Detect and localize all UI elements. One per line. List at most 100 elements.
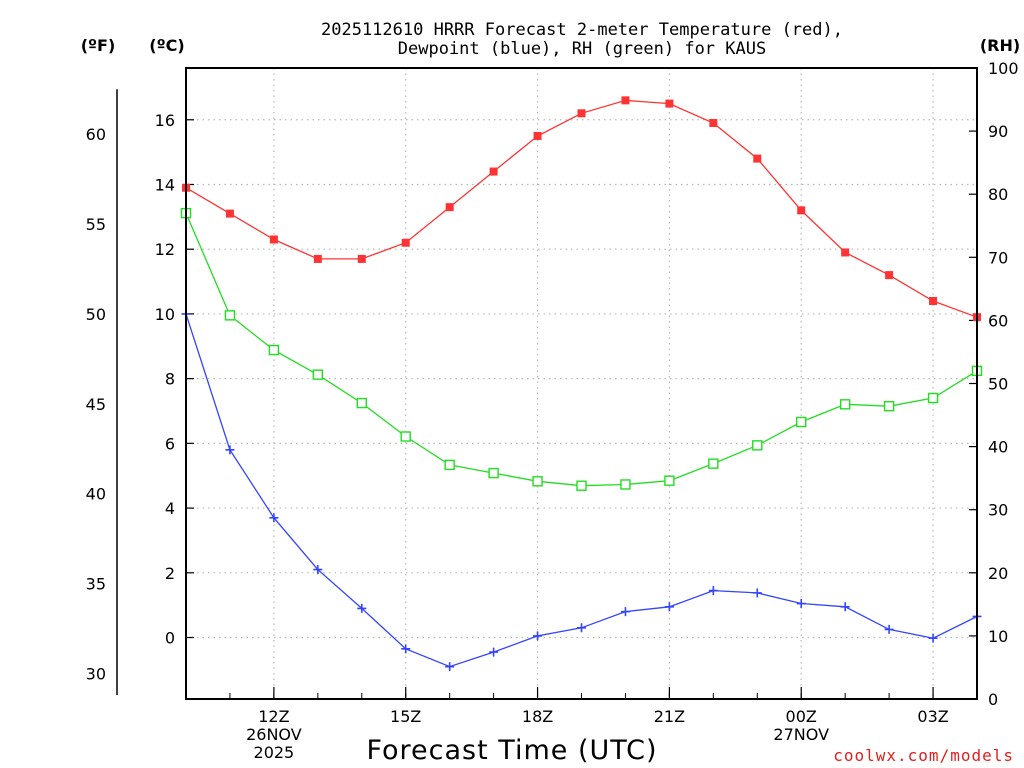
- data-point: [885, 271, 894, 280]
- rh-unit-label: (RH): [980, 36, 1020, 55]
- series-line: [185, 212, 978, 487]
- data-point: [489, 167, 498, 176]
- series-line: [185, 99, 978, 318]
- credit-label: coolwx.com/models: [833, 746, 1014, 765]
- data-point: [884, 624, 894, 634]
- data-point: [708, 458, 719, 469]
- celsius-tick-label: 14: [155, 175, 175, 194]
- data-point: [357, 603, 367, 613]
- fahrenheit-tick-label: 30: [86, 664, 106, 683]
- data-point: [840, 602, 850, 612]
- data-point: [312, 369, 324, 380]
- rh-tick-label: 100: [988, 59, 1019, 78]
- data-point: [883, 401, 895, 412]
- data-point: [533, 631, 543, 641]
- data-point: [839, 399, 851, 410]
- series-relative-humidity: [180, 207, 983, 491]
- celsius-axis: 0 2 4 6 8 10 12 14 16: [155, 111, 194, 648]
- data-point: [488, 467, 499, 479]
- data-point: [797, 206, 806, 215]
- data-point: [929, 296, 938, 305]
- time-tick-label: 15Z: [390, 707, 421, 726]
- data-point: [664, 475, 675, 486]
- data-point: [357, 254, 366, 263]
- time-tick-label: 26NOV: [246, 725, 302, 744]
- data-point: [841, 248, 850, 257]
- rh-tick-label: 50: [988, 375, 1008, 394]
- rh-tick-label: 60: [988, 311, 1008, 330]
- data-point: [709, 119, 718, 128]
- data-point: [445, 662, 455, 672]
- data-point: [576, 480, 587, 491]
- data-point: [708, 586, 718, 596]
- fahrenheit-tick-label: 60: [86, 125, 106, 144]
- rh-axis: 0 10 20 30 40 50 60 70 80 90 100: [969, 59, 1019, 709]
- celsius-tick-label: 12: [155, 240, 175, 259]
- data-point: [356, 397, 367, 409]
- celsius-tick-label: 10: [155, 305, 175, 324]
- data-point: [401, 238, 410, 247]
- data-point: [401, 644, 411, 654]
- data-point: [445, 203, 454, 212]
- time-tick-label: 18Z: [522, 707, 553, 726]
- data-point: [577, 109, 586, 118]
- data-point: [268, 344, 280, 356]
- gridlines: [186, 68, 977, 699]
- data-point: [225, 209, 234, 218]
- title-line-2: Dewpoint (blue), RH (green) for KAUS: [398, 39, 766, 59]
- celsius-tick-label: 2: [165, 564, 175, 583]
- data-point: [752, 440, 763, 451]
- data-point: [224, 310, 236, 321]
- time-tick-label: 27NOV: [773, 725, 829, 744]
- series-2-meter-temperature: [182, 96, 981, 322]
- rh-tick-label: 90: [988, 122, 1008, 141]
- data-point: [753, 154, 762, 163]
- time-tick-label: 12Z: [258, 707, 289, 726]
- data-point: [928, 633, 938, 643]
- chart-title: 2025112610 HRRR Forecast 2-meter Tempera…: [321, 20, 843, 59]
- fahrenheit-tick-label: 55: [86, 215, 106, 234]
- celsius-unit-label: (ºC): [149, 36, 184, 55]
- data-point: [533, 131, 542, 140]
- rh-tick-label: 30: [988, 501, 1008, 520]
- celsius-tick-label: 6: [165, 434, 175, 453]
- data-point: [665, 99, 674, 108]
- data-point: [313, 565, 323, 575]
- title-line-1: 2025112610 HRRR Forecast 2-meter Tempera…: [321, 20, 843, 40]
- series-layer: [180, 96, 983, 672]
- fahrenheit-unit-label: (ºF): [81, 36, 116, 55]
- data-point: [269, 235, 278, 244]
- rh-tick-label: 70: [988, 248, 1008, 267]
- data-point: [796, 599, 806, 609]
- data-point: [620, 607, 630, 617]
- time-tick-label: 00Z: [786, 707, 817, 726]
- rh-tick-label: 40: [988, 438, 1008, 457]
- fahrenheit-axis: 30 35 40 45 50 55 60: [86, 89, 118, 696]
- celsius-tick-label: 8: [165, 370, 175, 389]
- time-tick-label: 21Z: [654, 707, 685, 726]
- data-point: [620, 479, 631, 490]
- data-point: [225, 445, 235, 455]
- data-point: [752, 588, 762, 598]
- data-point: [621, 96, 630, 105]
- celsius-tick-label: 4: [165, 499, 175, 518]
- rh-tick-label: 20: [988, 564, 1008, 583]
- data-point: [927, 392, 939, 404]
- data-point: [489, 647, 499, 657]
- data-point: [313, 254, 322, 263]
- data-point: [400, 431, 411, 442]
- data-point: [796, 416, 807, 428]
- fahrenheit-tick-label: 40: [86, 485, 106, 504]
- data-point: [444, 459, 455, 471]
- rh-tick-label: 0: [988, 690, 998, 709]
- time-tick-label: 2025: [254, 743, 295, 762]
- rh-tick-label: 80: [988, 185, 1008, 204]
- celsius-tick-label: 16: [155, 111, 175, 130]
- fahrenheit-tick-label: 45: [86, 395, 106, 414]
- plot-frame: [185, 67, 978, 700]
- data-point: [664, 602, 674, 612]
- series-dewpoint: [181, 309, 982, 672]
- fahrenheit-tick-label: 50: [86, 305, 106, 324]
